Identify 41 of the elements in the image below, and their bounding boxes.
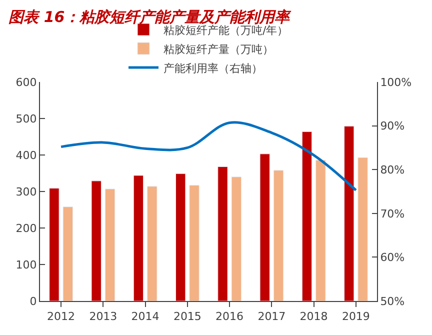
y-tick-label: 0: [30, 294, 37, 308]
y2-tick-label: 60%: [380, 251, 405, 264]
legend-label: 粘胶短纤产量（万吨）: [164, 42, 274, 56]
legend-label: 粘胶短纤产能（万吨/年）: [164, 24, 288, 37]
x-tick-label: 2016: [216, 310, 244, 324]
y-tick-label: 400: [16, 148, 37, 162]
y2-tick-label: 50%: [380, 294, 405, 308]
y2-tick-label: 80%: [380, 163, 405, 176]
bar: [91, 180, 102, 301]
bar: [147, 186, 158, 301]
x-tick-label: 2013: [89, 310, 118, 324]
x-tick-label: 2019: [342, 310, 370, 324]
bar: [104, 188, 116, 301]
y2-tick-label: 90%: [380, 120, 405, 133]
bar: [344, 126, 354, 301]
bar: [316, 160, 326, 301]
bar: [260, 154, 270, 301]
bar: [62, 206, 73, 301]
x-tick-label: 2017: [258, 310, 286, 324]
y-tick-label: 100: [16, 258, 37, 272]
bar: [218, 166, 228, 301]
bar: [231, 176, 242, 301]
bar: [49, 188, 60, 301]
x-tick-label: 2015: [173, 310, 202, 324]
y-tick-label: 300: [16, 185, 37, 198]
line-series: [60, 121, 358, 192]
y-tick-label: 600: [16, 76, 37, 89]
bar: [273, 170, 284, 301]
x-tick-label: 2014: [131, 310, 160, 324]
x-tick-label: 2018: [300, 310, 328, 324]
bar: [133, 175, 144, 301]
y2-tick-label: 70%: [380, 207, 405, 220]
y-tick-label: 500: [16, 112, 37, 126]
y-tick-label: 200: [16, 222, 37, 235]
bar: [358, 157, 368, 301]
bar: [189, 185, 200, 301]
x-tick-label: 2012: [47, 310, 76, 324]
bar: [302, 131, 312, 301]
y2-tick-label: 100%: [380, 76, 412, 89]
bar: [176, 173, 186, 301]
legend-label: 产能利用率（右轴）: [164, 62, 262, 75]
